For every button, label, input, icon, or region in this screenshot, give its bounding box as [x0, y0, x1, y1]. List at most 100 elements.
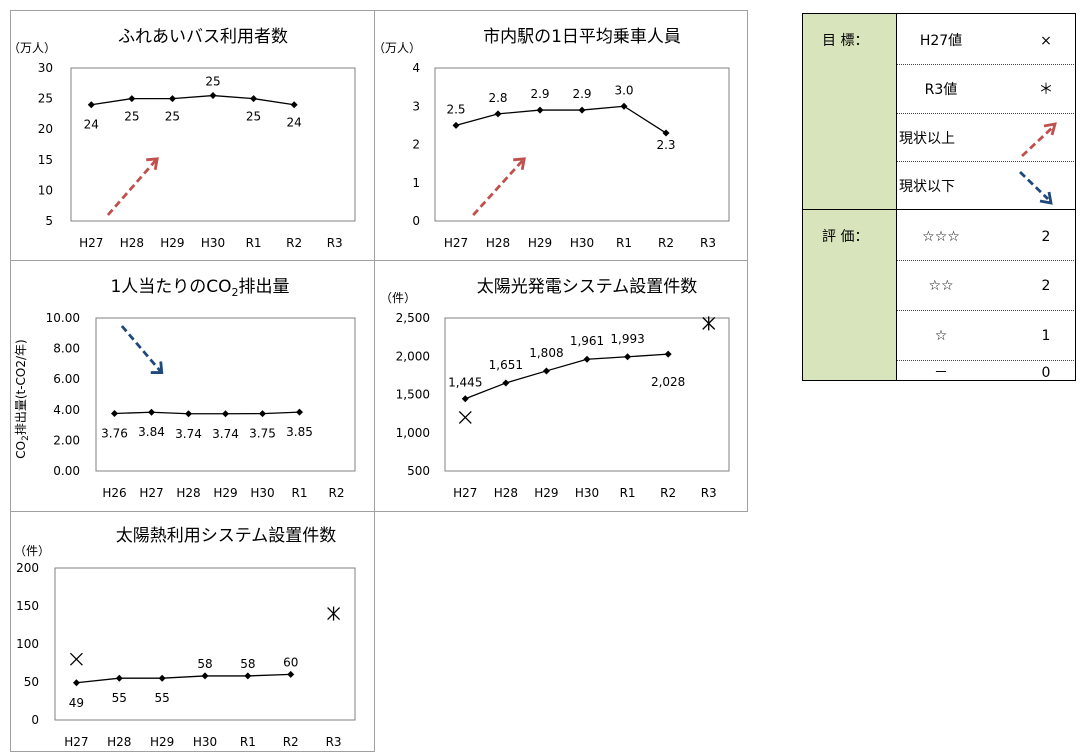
y-tick-label: 2,500 [396, 311, 430, 325]
data-point [662, 129, 670, 137]
unit-label: （件） [14, 544, 50, 558]
data-point [158, 674, 166, 682]
data-point [578, 106, 586, 114]
legend-eval-label: 評 価： [822, 229, 868, 245]
chart-solar-thermal-svg: 太陽熱利用システム設置件数 （件） 0 50 100 150 200 H27 H28 H29… [14, 526, 356, 749]
x-tick-label: H30 [575, 486, 599, 500]
data-label: 1,961 [570, 334, 604, 348]
eval-count: 2 [1042, 278, 1051, 294]
x-tick-label: R3 [327, 236, 343, 250]
x-tick-label: H28 [107, 735, 131, 749]
data-point [664, 350, 672, 358]
eval-stars: － [934, 365, 948, 381]
data-point [583, 355, 591, 363]
x-tick-label: H29 [528, 236, 552, 250]
baseline-symbol: × [1040, 33, 1052, 49]
data-label: 55 [155, 691, 170, 705]
eval-stars: ☆ [935, 328, 948, 344]
trend-arrow-up [472, 157, 526, 216]
series-line [114, 411, 300, 415]
y-tick-label: 1,500 [396, 388, 430, 402]
data-point [222, 410, 229, 418]
y-tick-label: 3 [412, 99, 420, 113]
x-tick-label: H30 [570, 236, 594, 250]
plot-area [95, 317, 356, 472]
y-tick-label: 0 [412, 214, 420, 228]
data-point [502, 379, 510, 387]
chart-bus-users: ふれあいバス利用者数 （万人） 5 10 15 20 25 30 H27 H28 H29 H30… [11, 11, 374, 260]
data-label: 1,445 [448, 376, 482, 390]
data-point [115, 674, 123, 682]
data-label: 3.85 [286, 425, 313, 439]
y-tick-label: 2 [412, 138, 420, 152]
y-tick-label: 15 [38, 153, 53, 167]
legend-row-label: 現状以下 [899, 179, 955, 195]
data-point [287, 670, 295, 678]
x-tick-label: R1 [292, 486, 308, 500]
trend-arrow-up [106, 157, 159, 216]
y-tick-label: 10 [38, 183, 53, 197]
data-point [201, 672, 209, 680]
x-tick-label: R1 [246, 236, 262, 250]
target-marker [702, 316, 716, 331]
x-tick-label: R1 [240, 735, 256, 749]
plot-area [54, 567, 356, 721]
data-point [452, 121, 460, 129]
x-tick-label: R1 [616, 236, 632, 250]
x-tick-label: H27 [79, 236, 103, 250]
y-tick-label: 150 [16, 599, 39, 613]
baseline-marker [69, 652, 83, 666]
data-point [168, 95, 176, 103]
legend-row-label: R3値 [925, 82, 958, 98]
unit-label: （万人） [375, 41, 421, 55]
y-tick-label: 1,000 [396, 426, 430, 440]
y-tick-label: 200 [16, 561, 39, 575]
legend-target-label: 目 標： [822, 33, 868, 49]
data-label: 25 [124, 110, 139, 124]
y-tick-label: 100 [16, 637, 39, 651]
data-label: 3.84 [138, 425, 165, 439]
x-tick-label: H30 [193, 735, 217, 749]
data-label: 25 [205, 75, 220, 89]
y-tick-label: 25 [38, 92, 53, 106]
data-point [259, 410, 266, 418]
x-tick-label: R3 [700, 236, 716, 250]
y-tick-label: 20 [38, 122, 53, 136]
chart-title: ふれあいバス利用者数 [118, 27, 288, 47]
eval-count: 2 [1042, 229, 1051, 245]
y-tick-label: 1 [412, 176, 420, 190]
data-label: 58 [240, 657, 255, 671]
x-tick-label: H30 [250, 486, 274, 500]
arrow-up-icon [1021, 122, 1057, 158]
data-label: 3.76 [101, 426, 128, 440]
y-tick-label: 10.00 [46, 311, 80, 325]
data-label: 24 [84, 118, 99, 132]
x-tick-label: H27 [139, 486, 163, 500]
x-tick-label: R2 [286, 236, 302, 250]
x-tick-label: R2 [658, 236, 674, 250]
data-label: 1,993 [610, 332, 644, 346]
chart-title: 太陽熱利用システム設置件数 [116, 526, 337, 546]
data-label: 1,651 [489, 358, 523, 372]
y-tick-label: 8.00 [53, 342, 80, 356]
x-tick-label: H28 [494, 486, 518, 500]
chart-solar-pv: 太陽光発電システム設置件数 （件） 500 1,000 1,500 2,000 2,50… [375, 261, 747, 511]
data-label: 2.5 [446, 102, 465, 116]
data-label: 2.3 [656, 138, 675, 152]
x-tick-label: H28 [120, 236, 144, 250]
data-label: 25 [246, 110, 261, 124]
data-point [620, 102, 628, 110]
data-point [494, 110, 502, 118]
data-point [111, 409, 118, 417]
data-label: 2,028 [651, 375, 685, 389]
chart-title: 太陽光発電システム設置件数 [477, 277, 698, 297]
target-marker [327, 606, 341, 621]
data-label: 1,808 [529, 346, 563, 360]
chart-station-riders: 市内駅の1日平均乗車人員 （万人） 0 1 2 3 4 H27 H28 H29 H30 R1 R2… [375, 11, 747, 260]
data-point [296, 408, 303, 416]
chart-title: 市内駅の1日平均乗車人員 [483, 27, 681, 47]
y-tick-label: 0.00 [53, 464, 80, 478]
chart-station-riders-svg: 市内駅の1日平均乗車人員 （万人） 0 1 2 3 4 H27 H28 H29 H30 R1 R2… [375, 27, 730, 250]
x-tick-label: H28 [486, 236, 510, 250]
data-label: 3.74 [212, 427, 239, 441]
